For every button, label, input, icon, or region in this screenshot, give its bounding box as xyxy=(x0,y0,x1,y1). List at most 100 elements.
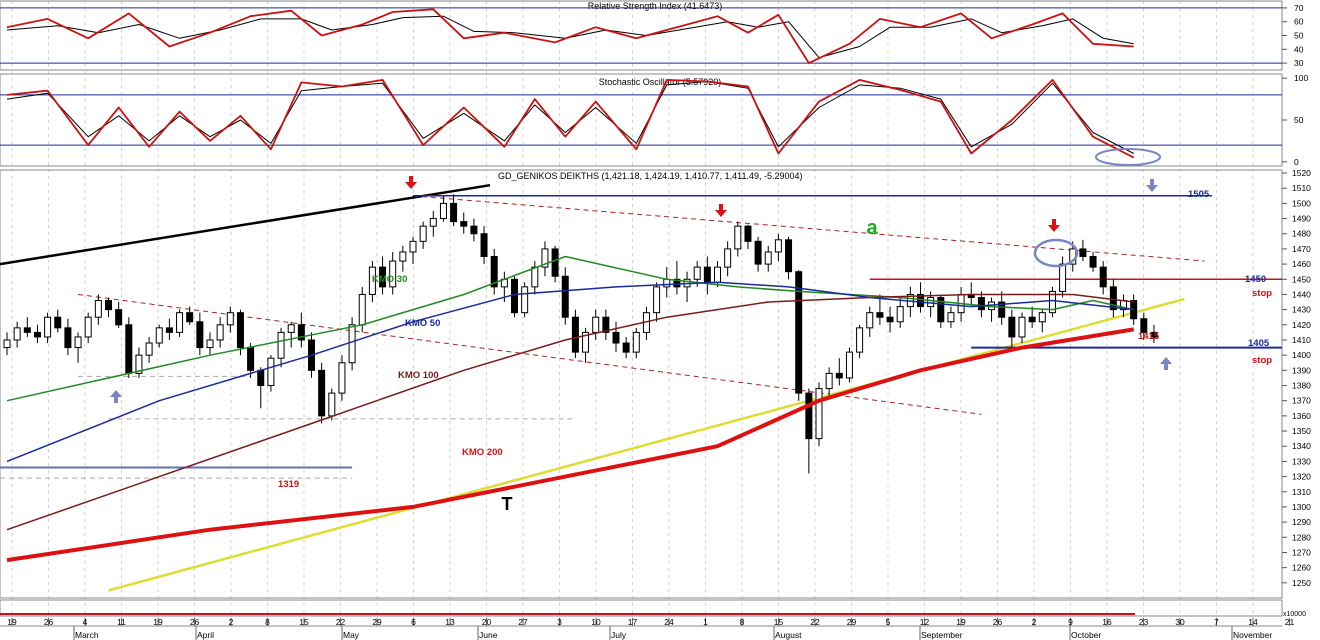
x-tick-label: 5 xyxy=(886,617,891,627)
x-tick-label: 16 xyxy=(1102,617,1112,627)
red-down-arrow xyxy=(1048,219,1060,232)
x-tick-label: 26 xyxy=(190,617,200,627)
candle-up xyxy=(216,324,224,341)
candle-up xyxy=(521,286,529,314)
price-tick-label: 1440 xyxy=(1292,289,1311,299)
stochastic-tick-label: 50 xyxy=(1294,115,1304,125)
candle-down xyxy=(673,278,681,288)
x-tick-label: 22 xyxy=(336,617,346,627)
x-tick-label: 9 xyxy=(1068,617,1073,627)
x-tick-label: 26 xyxy=(993,617,1003,627)
candle-up xyxy=(287,324,295,333)
candle-down xyxy=(450,202,458,223)
volume-frame xyxy=(0,599,1283,617)
x-tick-label: 23 xyxy=(1139,617,1149,627)
stochastic-panel: Stochastic Oscillator (5.57920) 100 50 0 xyxy=(0,73,1308,167)
candle-up xyxy=(653,286,661,314)
candle-down xyxy=(379,266,387,288)
candle-down xyxy=(125,324,133,374)
x-tick-label: 4 xyxy=(83,617,88,627)
x-tick-label: 19 xyxy=(153,617,163,627)
price-tick-label: 1460 xyxy=(1292,259,1311,269)
level-1319-label: 1319 xyxy=(278,479,299,490)
candle-up xyxy=(663,278,671,288)
candle-down xyxy=(754,240,762,265)
candle-down xyxy=(480,233,488,258)
candle-down xyxy=(236,312,244,349)
price-tick-label: 1290 xyxy=(1292,517,1311,527)
candle-up xyxy=(592,316,600,333)
x-tick-label: 6 xyxy=(411,617,416,627)
month-label: April xyxy=(197,630,214,640)
candle-up xyxy=(845,351,853,379)
stochastic-lines xyxy=(0,79,1282,159)
rsi-tick-label: 30 xyxy=(1294,58,1304,68)
blue-down-arrow xyxy=(1146,179,1158,192)
candle-up xyxy=(825,372,833,390)
price-tick-label: 1400 xyxy=(1292,350,1311,360)
candle-up xyxy=(94,300,102,318)
candle-down xyxy=(247,347,255,371)
candle-up xyxy=(409,240,417,253)
month-label: May xyxy=(343,630,360,640)
x-tick-label: 8 xyxy=(265,617,270,627)
price-tick-label: 1250 xyxy=(1292,578,1311,588)
candle-up xyxy=(947,312,955,323)
candle-down xyxy=(876,312,884,318)
candle-up xyxy=(13,327,21,341)
candle-up xyxy=(856,327,864,353)
candle-up xyxy=(206,339,214,349)
candle-down xyxy=(105,300,112,311)
price-tick-label: 1420 xyxy=(1292,320,1311,330)
x-tick-label: 24 xyxy=(664,617,674,627)
candle-down xyxy=(1150,331,1158,338)
candle-up xyxy=(368,266,376,295)
candle-up xyxy=(338,362,346,394)
candle-up xyxy=(632,331,640,353)
price-tick-label: 1390 xyxy=(1292,365,1311,375)
price-tick-label: 1350 xyxy=(1292,426,1311,436)
x-tick-label: 8 xyxy=(740,617,745,627)
candle-up xyxy=(419,225,427,242)
x-tick-label: 30 xyxy=(1175,617,1185,627)
candle-up xyxy=(693,266,701,280)
x-tick-label: 3 xyxy=(557,617,562,627)
candle-up xyxy=(226,312,234,326)
candle-up xyxy=(267,357,275,387)
candle-down xyxy=(551,248,559,277)
candle-down xyxy=(186,312,194,323)
kmo-100-line xyxy=(6,293,1134,531)
price-panel: GD_GENIKOS DEIKTHS (1,421.18, 1,424.19, … xyxy=(0,168,1311,599)
stochastic-tick-label: 0 xyxy=(1294,157,1299,167)
rsi-tick-label: 70 xyxy=(1294,3,1304,13)
blue-up-arrow xyxy=(1160,357,1172,370)
price-tick-label: 1370 xyxy=(1292,396,1311,406)
candle-up xyxy=(155,327,163,344)
candle-down xyxy=(561,275,569,318)
rsi-title: Relative Strength Index (41.6473) xyxy=(588,1,723,11)
candle-down xyxy=(795,271,803,394)
candle-up xyxy=(328,392,336,417)
candle-down xyxy=(703,266,711,283)
candle-up xyxy=(734,225,742,250)
price-tick-label: 1360 xyxy=(1292,411,1311,421)
rsi-line xyxy=(6,8,1134,64)
price-tick-label: 1510 xyxy=(1292,183,1311,193)
rsi-ticks: 70 60 50 40 30 xyxy=(1282,3,1304,68)
candle-up xyxy=(541,248,549,268)
red-down-arrow xyxy=(405,176,417,189)
candle-down xyxy=(460,221,468,227)
candle-up xyxy=(724,248,732,268)
kmo-30-line xyxy=(6,255,1134,402)
candle-down xyxy=(602,316,610,333)
candle-down xyxy=(805,392,813,440)
candle-up xyxy=(815,388,823,440)
candle-down xyxy=(23,327,31,333)
candle-up xyxy=(439,202,447,220)
x-tick-label: 13 xyxy=(445,617,455,627)
x-axis: 19 26 4 11 19 26 2 8 15 22 29 6 13 20 27 3 10 17 24 1 8 15 22 2… xyxy=(0,617,1294,640)
candle-up xyxy=(1018,316,1026,338)
candle-up xyxy=(866,312,874,329)
x-tick-label: 22 xyxy=(810,617,820,627)
candle-down xyxy=(196,321,204,349)
